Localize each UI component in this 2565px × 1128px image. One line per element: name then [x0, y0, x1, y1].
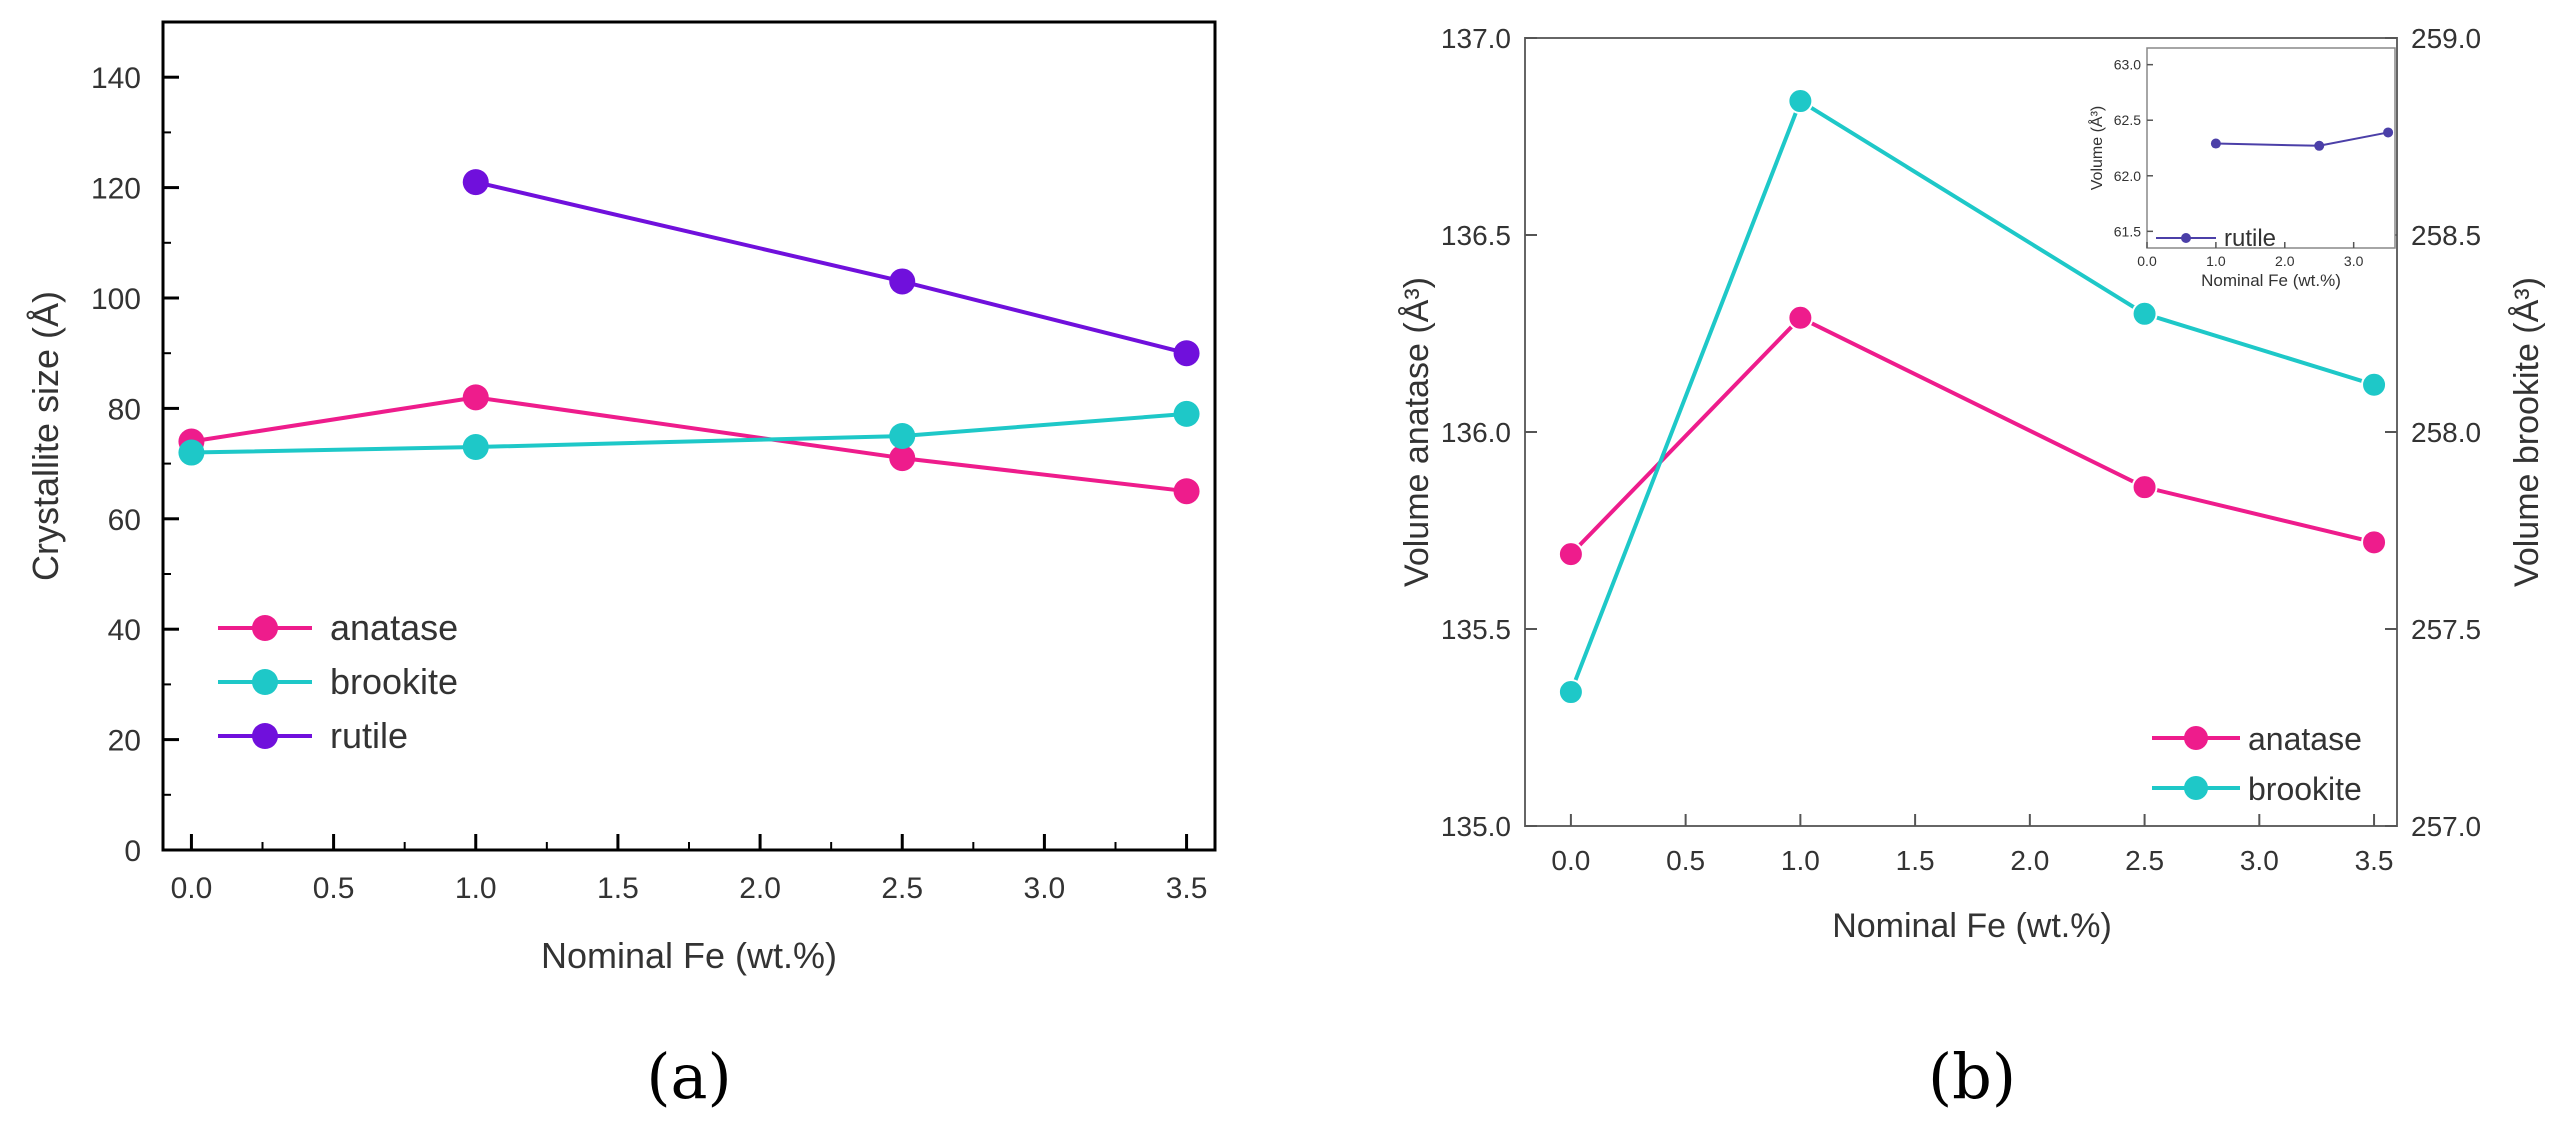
legend-marker-brookite [252, 669, 278, 695]
inset-x-tick-label: 1.0 [2206, 253, 2226, 269]
legend-marker-anatase [252, 615, 278, 641]
legend-label-anatase: anatase [330, 607, 458, 648]
y-tick-label-right: 259.0 [2411, 23, 2481, 54]
x-tick-label: 0.5 [313, 872, 355, 905]
legend-marker-anatase [2184, 726, 2208, 750]
data-point-anatase [889, 445, 916, 472]
series-line-anatase [1569, 315, 2375, 556]
data-point-rutile [462, 169, 489, 196]
y-tick-label: 0 [124, 835, 141, 868]
y-tick-label-left: 137.0 [1441, 23, 1511, 54]
inset-data-point-rutile [2314, 140, 2325, 151]
panel-a: 0 20 40 60 80 100 120 140 0.0 0.5 1.0 1.5 2.0 2.5 3.0 3… [25, 20, 1217, 1113]
inset-legend-marker-rutile [2181, 233, 2191, 243]
y-tick-label: 40 [108, 614, 141, 647]
x-tick-label: 2.0 [739, 872, 781, 905]
legend-label-rutile: rutile [330, 715, 408, 756]
inset-x-axis-label: Nominal Fe (wt.%) [2201, 271, 2341, 290]
y-tick-label-left: 135.5 [1441, 614, 1511, 645]
legend-marker-rutile [252, 723, 278, 749]
data-point-anatase [1557, 541, 1584, 568]
y-axis-label-a: Crystallite size (Å) [25, 291, 66, 581]
data-point-brookite [462, 434, 489, 461]
data-point-brookite [1173, 400, 1200, 427]
y-tick-label-left: 136.5 [1441, 220, 1511, 251]
inset-y-axis-label: Volume (Å³) [2087, 106, 2106, 190]
y-tick-label-left: 135.0 [1441, 811, 1511, 842]
y-tick-label: 80 [108, 393, 141, 426]
y-tick-label: 140 [91, 62, 141, 95]
x-tick-label: 2.0 [2010, 845, 2049, 876]
inset-data-point-rutile [2210, 138, 2221, 149]
x-tick-label: 3.0 [2240, 845, 2279, 876]
x-tick-label: 3.0 [1024, 872, 1066, 905]
inset-y-tick-label: 63.0 [2114, 57, 2141, 73]
inset-y-tick-label: 61.5 [2114, 223, 2141, 239]
x-tick-label: 1.0 [455, 872, 497, 905]
x-tick-label: 0.0 [1551, 845, 1590, 876]
series-line-brookite [191, 411, 1187, 455]
legend-label-brookite: brookite [330, 661, 458, 702]
inset-frame [2146, 47, 2396, 249]
x-tick-label: 0.5 [1666, 845, 1705, 876]
panel-b: 135.0 135.5 136.0 136.5 137.0 257.0 257.5 258.0… [1398, 23, 2546, 1113]
legend-marker-brookite [2184, 776, 2208, 800]
x-tick-label: 3.5 [1166, 872, 1208, 905]
data-point-brookite [178, 439, 205, 466]
y-axis-label-left-b: Volume anatase (Å³) [1398, 277, 1436, 587]
panel-label-a: (a) [646, 1040, 731, 1113]
y-tick-label-right: 258.5 [2411, 220, 2481, 251]
data-point-brookite [2361, 371, 2388, 398]
y-tick-label: 100 [91, 283, 141, 316]
y-axis-label-right-b: Volume brookite (Å³) [2508, 277, 2546, 587]
y-tick-label: 120 [91, 173, 141, 206]
data-point-anatase [1787, 304, 1814, 331]
x-tick-label: 2.5 [2125, 845, 2164, 876]
series-line-anatase [191, 395, 1187, 494]
y-tick-label-right: 257.5 [2411, 614, 2481, 645]
y-tick-label: 60 [108, 504, 141, 537]
y-tick-label-right: 257.0 [2411, 811, 2481, 842]
x-tick-label: 1.0 [1781, 845, 1820, 876]
data-point-rutile [1173, 340, 1200, 367]
x-tick-label: 0.0 [171, 872, 213, 905]
data-point-anatase [462, 384, 489, 411]
data-point-brookite [2131, 300, 2158, 327]
inset-x-tick-label: 2.0 [2275, 253, 2295, 269]
x-tick-label: 1.5 [1896, 845, 1935, 876]
data-point-brookite [1557, 679, 1584, 706]
inset-x-tick-label: 0.0 [2137, 253, 2157, 269]
y-tick-label-right: 258.0 [2411, 417, 2481, 448]
y-tick-label: 20 [108, 725, 141, 758]
data-point-rutile [889, 268, 916, 295]
data-point-anatase [2361, 529, 2388, 556]
panel-label-b: (b) [1928, 1040, 2016, 1113]
x-axis-label-a: Nominal Fe (wt.%) [541, 935, 837, 976]
inset-data-point-rutile [2383, 127, 2394, 138]
x-axis-label-b: Nominal Fe (wt.%) [1832, 907, 2112, 945]
legend-label-anatase: anatase [2248, 721, 2362, 757]
y-tick-label-left: 136.0 [1441, 417, 1511, 448]
inset-x-tick-label: 3.0 [2344, 253, 2364, 269]
data-point-brookite [1787, 88, 1814, 115]
plot-frame-a [161, 20, 1217, 852]
inset-y-tick-label: 62.0 [2114, 168, 2141, 184]
x-tick-label: 3.5 [2355, 845, 2394, 876]
series-line-rutile [475, 180, 1188, 356]
x-tick-label: 2.5 [881, 872, 923, 905]
x-tick-label: 1.5 [597, 872, 639, 905]
legend-label-brookite: brookite [2248, 771, 2362, 807]
data-point-anatase [2131, 474, 2158, 501]
series-line-brookite [1569, 98, 2375, 693]
data-point-anatase [1173, 478, 1200, 505]
inset-legend-label-rutile: rutile [2224, 225, 2276, 252]
inset-y-tick-label: 62.5 [2114, 112, 2141, 128]
data-point-brookite [889, 423, 916, 449]
